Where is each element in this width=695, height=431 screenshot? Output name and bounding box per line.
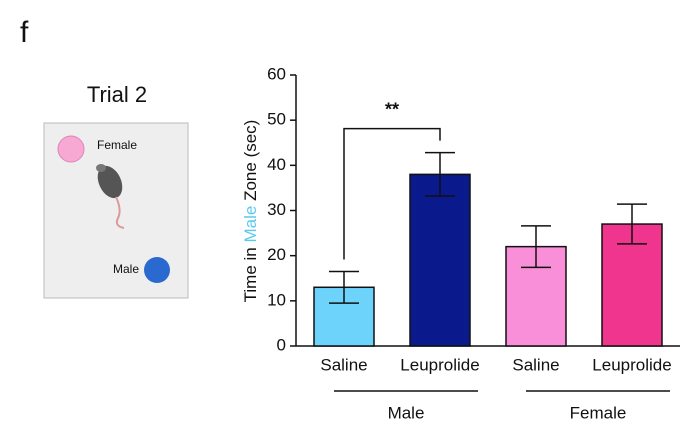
y-tick-label: 30 bbox=[267, 200, 286, 219]
y-tick-label: 0 bbox=[277, 335, 286, 354]
bar bbox=[409, 173, 471, 347]
y-tick-label: 60 bbox=[267, 64, 286, 83]
y-axis-label: Time in Male Zone (sec) bbox=[241, 120, 260, 303]
y-tick-label: 50 bbox=[267, 110, 286, 129]
mouse-icon bbox=[96, 164, 125, 229]
x-tick-label: Leuprolide bbox=[592, 355, 671, 374]
y-label-part: Zone (sec) bbox=[241, 120, 260, 201]
group-label: Female bbox=[570, 403, 627, 422]
y-tick-label: 10 bbox=[267, 290, 286, 309]
female-stimulus bbox=[57, 135, 85, 163]
significance-label: ** bbox=[385, 99, 399, 119]
y-label-highlight: Male bbox=[241, 206, 260, 243]
inset-title: Trial 2 bbox=[87, 82, 147, 107]
y-tick-label: 40 bbox=[267, 155, 286, 174]
y-label-part: Time in bbox=[241, 247, 260, 302]
panel-label: f bbox=[20, 16, 29, 49]
x-tick-label: Saline bbox=[320, 355, 367, 374]
female-label: Female bbox=[97, 138, 137, 152]
x-tick-label: Leuprolide bbox=[400, 355, 479, 374]
x-tick-label: Saline bbox=[512, 355, 559, 374]
male-stimulus bbox=[144, 257, 170, 283]
male-label: Male bbox=[113, 262, 139, 276]
significance-bracket bbox=[343, 127, 441, 260]
y-tick-label: 20 bbox=[267, 245, 286, 264]
group-label: Male bbox=[388, 403, 425, 422]
